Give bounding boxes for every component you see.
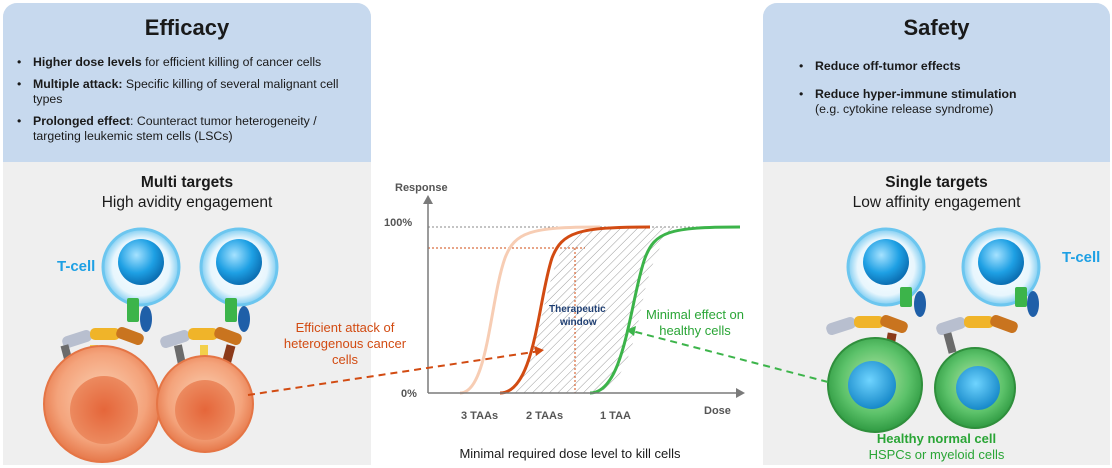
efficient-attack-annotation: Efficient attack of heterogenous cancer … [283,320,407,367]
curve-1-taa [589,225,741,395]
y-tick-0: 0% [401,388,417,400]
healthy-cell-title: Healthy normal cell [876,431,997,446]
efficacy-bullet: • Prolonged effect: Counteract tumor hete… [13,114,363,145]
safety-bullet: • Reduce hyper-immune stimulation (e.g. cy… [795,87,1100,118]
y-axis-arrow [423,195,433,204]
therapeutic-window-area [500,227,680,393]
y-tick-100: 100% [384,217,412,229]
bullet-dot: • [17,113,22,128]
x-tick-2-taas: 2 TAAs [526,410,563,422]
left-tcell-1 [101,227,181,307]
healthy-cell-1 [827,337,923,433]
bullet-bold-text: Multiple attack: [33,76,123,91]
efficacy-bullet-list: • Higher dose levels for efficient killin… [13,55,363,151]
bullet-dot: • [17,55,22,69]
curve-2-taas [499,225,651,395]
right-tcell-1 [846,227,926,307]
bullet-dot: • [17,76,22,91]
curve-3-taas [459,225,601,395]
right-tcell-label: T-cell [1062,249,1101,266]
left-cancer-cell-2 [156,355,254,453]
left-bispecific-1 [60,298,152,366]
bullet-dot: • [799,59,804,73]
left-tcell-2 [199,227,279,307]
bullet-bold-text: Reduce hyper-immune stimulation [815,86,1017,101]
bullet-text: for efficient killing of cancer cells [141,55,322,69]
bullet-text: (e.g. cytokine release syndrome) [815,102,994,116]
efficacy-bullet: • Higher dose levels for efficient killin… [13,55,363,71]
safety-bullet-list: • Reduce off-tumor effects • Reduce hyper-… [795,59,1100,130]
efficacy-title: Efficacy [144,15,230,40]
efficacy-bullet: • Multiple attack: Specific killing of se… [13,77,363,108]
safety-title: Safety [903,15,970,40]
single-targets-subtitle: Low affinity engagement [852,194,1021,211]
bullet-dot: • [799,86,804,101]
left-tcell-label: T-cell [57,258,96,275]
bullet-text: : Counteract tumor heterogeneity / targe… [33,113,317,144]
efficient-attack-arrow [247,346,544,396]
x-axis-arrow [736,388,745,398]
multi-targets-heading: Multi targets High avidity engagement [3,173,371,213]
single-targets-title: Single targets [885,174,988,191]
x-tick-1-taa: 1 TAA [600,410,631,422]
minimal-effect-annotation: Minimal effect on healthy cells [645,307,745,338]
x-axis-label: Dose [704,405,731,417]
healthy-cell-subtitle: HSPCs or myeloid cells [868,447,1005,462]
minimal-effect-arrow [626,326,829,383]
dose-response-chart: Response 100% 0% 3 TAAs 2 TAAs 1 TAA Dos… [384,182,745,422]
chart-caption: Minimal required dose level to kill cell… [459,446,681,461]
efficacy-panel: Efficacy • Higher dose levels for efficie… [3,3,371,465]
multi-targets-subtitle: High avidity engagement [101,194,273,211]
efficacy-header [3,3,371,162]
bullet-bold-text: Reduce off-tumor effects [815,59,961,73]
x-tick-3-taas: 3 TAAs [461,410,498,422]
safety-bullet: • Reduce off-tumor effects [795,59,1100,75]
bullet-bold-text: Prolonged effect [33,113,131,128]
multi-targets-title: Multi targets [140,174,234,191]
right-tcell-2 [961,227,1041,307]
therapeutic-window-label-2: window [559,317,597,328]
right-bispecific-2 [936,287,1039,354]
left-cancer-cell-1 [43,345,161,463]
therapeutic-window-label-1: Therapeutic [549,304,606,315]
single-targets-heading: Single targets Low affinity engagement [763,173,1110,213]
healthy-cell-2 [934,347,1016,429]
bullet-bold-text: Higher dose levels [33,55,142,69]
safety-header [763,3,1110,162]
y-axis-label: Response [395,182,448,194]
bullet-text: Specific killing of several malignant ce… [33,76,339,107]
